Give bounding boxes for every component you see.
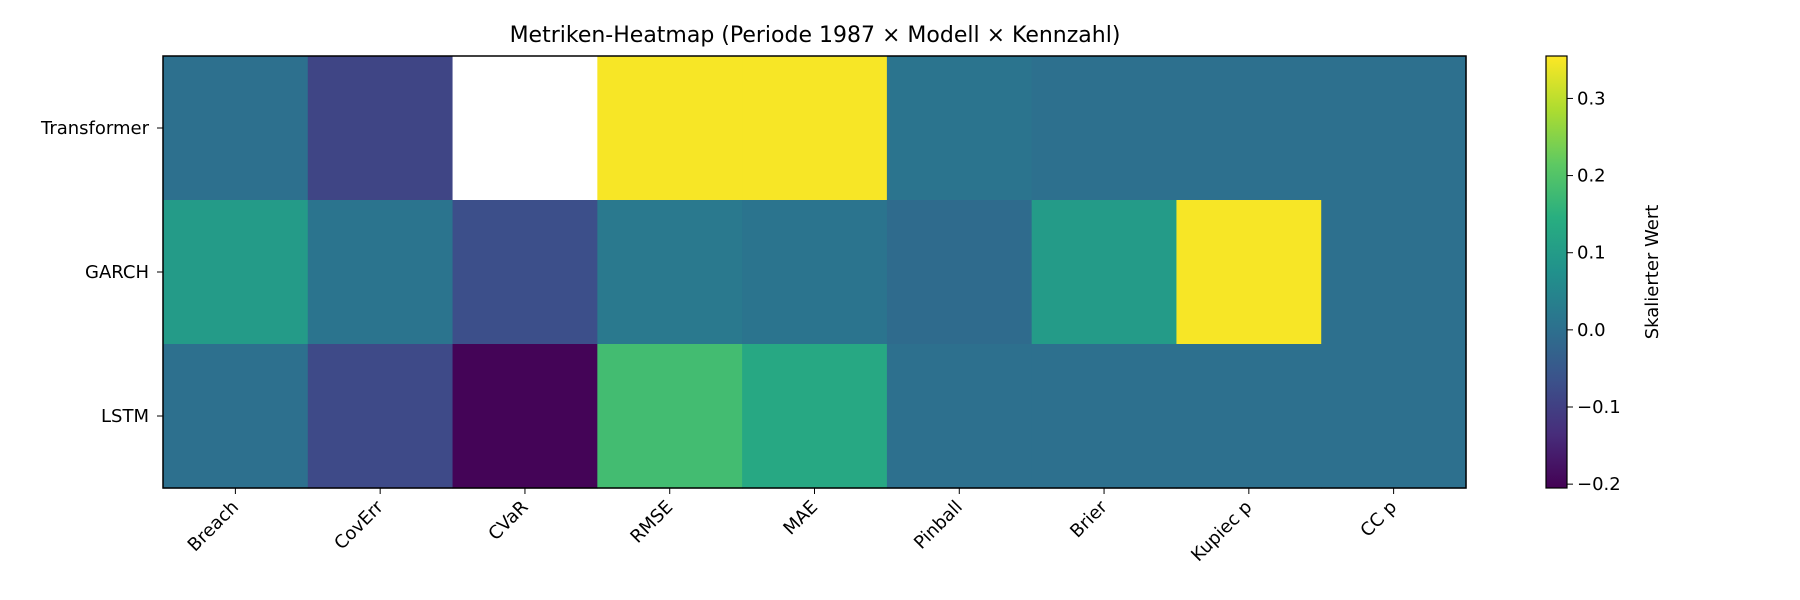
- heatmap-cell: [886, 344, 1033, 489]
- chart-title: Metriken-Heatmap (Periode 1987 × Modell …: [510, 23, 1121, 48]
- heatmap-cell: [1321, 200, 1467, 345]
- heatmap-cell: [452, 344, 598, 489]
- x-tick-label: CovErr: [330, 496, 388, 554]
- colorbar-tick-label: 0.0: [1577, 320, 1606, 341]
- x-tick-label: CC p: [1356, 497, 1401, 542]
- heatmap-cell: [163, 56, 309, 201]
- x-tick-label: Brier: [1066, 496, 1112, 542]
- heatmap-cell: [1176, 200, 1322, 345]
- y-tick-label: LSTM: [101, 406, 149, 427]
- heatmap-cell: [163, 344, 309, 489]
- colorbar-gradient: [1545, 55, 1568, 489]
- heatmap-cell: [742, 200, 888, 345]
- heatmap-cell: [452, 200, 598, 345]
- colorbar: −0.2 −0.1 0.0 0.1 0.2 0.3 Skalierter Wert: [1545, 55, 1663, 495]
- row-labels: Transformer GARCH LSTM: [40, 118, 163, 427]
- x-tick-label: MAE: [779, 497, 822, 540]
- heatmap-cell: [1031, 56, 1178, 201]
- heatmap-cell: [886, 200, 1033, 345]
- heatmap-cell: [597, 56, 743, 201]
- heatmap-cell: [1176, 344, 1322, 489]
- heatmap-cell: [886, 56, 1033, 201]
- colorbar-tick-label: 0.2: [1577, 166, 1606, 187]
- heatmap-cell: [1176, 56, 1322, 201]
- colorbar-label: Skalierter Wert: [1642, 205, 1663, 340]
- heatmap-cell: [1031, 344, 1178, 489]
- heatmap-cell: [452, 56, 598, 201]
- heatmap-cell: [307, 200, 454, 345]
- y-tick-label: Transformer: [40, 118, 150, 139]
- x-tick-label: Pinball: [910, 497, 967, 554]
- x-tick-label: Kupiec p: [1187, 497, 1256, 566]
- heatmap-cell: [163, 200, 309, 345]
- heatmap-cell: [1321, 344, 1467, 489]
- x-tick-label: CVaR: [484, 497, 532, 545]
- heatmap-cell: [307, 344, 454, 489]
- colorbar-ticks: −0.2 −0.1 0.0 0.1 0.2 0.3: [1567, 88, 1621, 495]
- y-tick-label: GARCH: [85, 262, 149, 283]
- column-labels: Breach CovErr CVaR RMSE MAE Pinball Brier Kupie…: [184, 488, 1401, 566]
- x-tick-label: RMSE: [626, 497, 677, 548]
- colorbar-tick-label: 0.3: [1577, 88, 1606, 109]
- colorbar-tick-label: 0.1: [1577, 243, 1606, 264]
- heatmap-cell: [742, 56, 888, 201]
- heatmap-cell: [597, 344, 743, 489]
- heatmap-cell: [1031, 200, 1178, 345]
- heatmap-cell: [1321, 56, 1467, 201]
- x-tick-label: Breach: [184, 497, 243, 556]
- colorbar-tick-label: −0.2: [1577, 474, 1621, 495]
- heatmap-cell: [307, 56, 454, 201]
- colorbar-tick-label: −0.1: [1577, 397, 1621, 418]
- heatmap-cell: [742, 344, 888, 489]
- heatmap-cell: [597, 200, 743, 345]
- heatmap-cells: [163, 56, 1467, 489]
